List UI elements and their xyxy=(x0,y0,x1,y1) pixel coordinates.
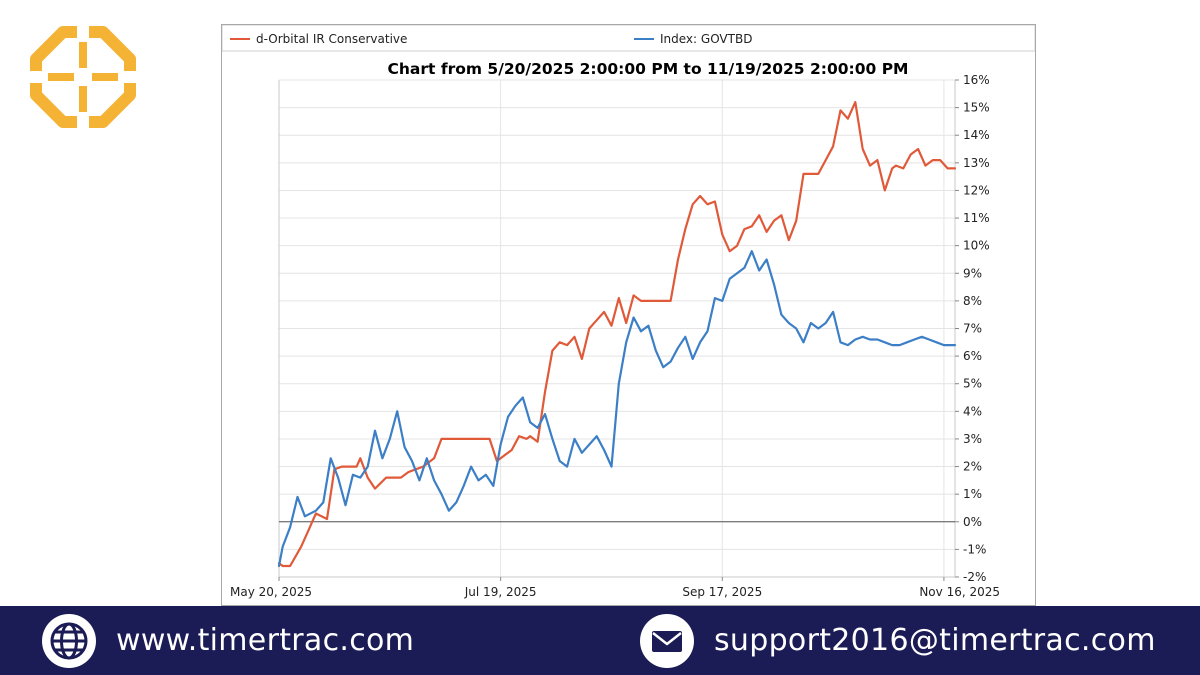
y-axis: 16% 15% 14% 13% 12% 11% 10% 9% 8% 7% 6% 5% 4% 3% 2% 1% 0… xyxy=(955,73,990,584)
y-tick-label: 10% xyxy=(963,239,990,253)
y-tick-label: 6% xyxy=(963,349,982,363)
envelope-icon xyxy=(640,613,694,668)
globe-icon xyxy=(42,613,96,668)
series-line-1 xyxy=(277,100,957,568)
line-chart: d-Orbital IR Conservative Index: GOVTBD … xyxy=(222,25,1035,599)
footer-website[interactable]: www.timertrac.com xyxy=(40,606,414,675)
chart-panel: d-Orbital IR Conservative Index: GOVTBD … xyxy=(221,24,1036,606)
website-link[interactable]: www.timertrac.com xyxy=(116,623,415,658)
x-tick-label: Jul 19, 2025 xyxy=(464,585,537,599)
grid-lines xyxy=(278,79,956,578)
series-line-2 xyxy=(277,250,957,568)
y-tick-label: -1% xyxy=(963,542,986,556)
series-lines xyxy=(277,100,957,568)
y-tick-label: 11% xyxy=(963,211,990,225)
chart-title: Chart from 5/20/2025 2:00:00 PM to 11/19… xyxy=(388,60,909,78)
y-tick-label: 5% xyxy=(963,377,982,391)
y-tick-label: 14% xyxy=(963,128,990,142)
y-tick-label: 2% xyxy=(963,460,982,474)
y-tick-label: -2% xyxy=(963,570,986,584)
chart-legend: d-Orbital IR Conservative Index: GOVTBD xyxy=(222,25,1035,52)
footer-bar: www.timertrac.com support2016@timertrac.… xyxy=(0,606,1200,675)
y-tick-label: 0% xyxy=(963,515,982,529)
x-axis: May 20, 2025 Jul 19, 2025 Sep 17, 2025 Nov … xyxy=(230,577,1000,599)
y-tick-label: 7% xyxy=(963,322,982,336)
email-link[interactable]: support2016@timertrac.com xyxy=(714,623,1156,658)
y-tick-label: 8% xyxy=(963,294,982,308)
x-tick-label: Sep 17, 2025 xyxy=(682,585,762,599)
y-tick-label: 13% xyxy=(963,156,990,170)
y-tick-label: 12% xyxy=(963,183,990,197)
legend-label-series-2: Index: GOVTBD xyxy=(660,32,752,46)
brand-logo xyxy=(28,24,138,130)
y-tick-label: 16% xyxy=(963,73,990,87)
y-tick-label: 1% xyxy=(963,487,982,501)
footer-email[interactable]: support2016@timertrac.com xyxy=(638,606,1156,675)
x-tick-label: Nov 16, 2025 xyxy=(919,585,1000,599)
y-tick-label: 15% xyxy=(963,101,990,115)
y-tick-label: 4% xyxy=(963,404,982,418)
legend-label-series-1: d-Orbital IR Conservative xyxy=(256,32,407,46)
y-tick-label: 9% xyxy=(963,266,982,280)
y-tick-label: 3% xyxy=(963,432,982,446)
x-tick-label: May 20, 2025 xyxy=(230,585,312,599)
